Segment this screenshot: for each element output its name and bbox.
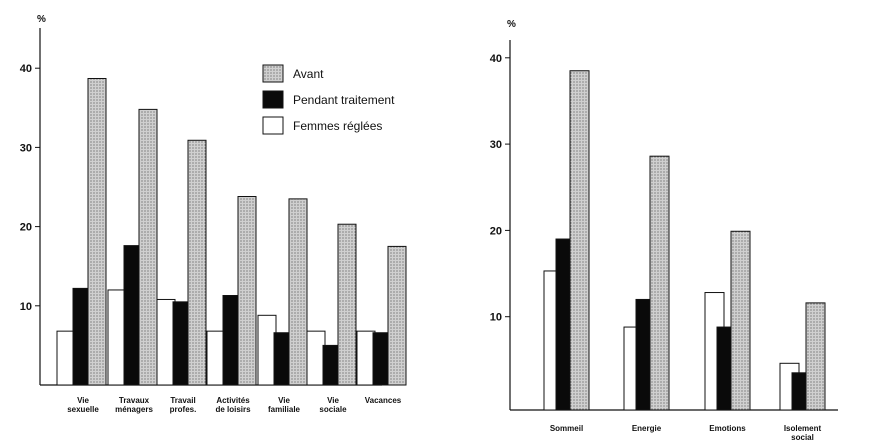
category-label: Vie familiale [268,396,301,414]
y-tick-label: 10 [20,301,32,313]
bar-avant [730,230,751,411]
bar-avant [337,223,357,386]
y-tick-label: 40 [490,53,502,65]
category-label: Isolement social [784,424,822,440]
y-unit-label: % [507,19,516,30]
legend-label-pendant: Pendant traitement [293,93,395,107]
bar-reglees [306,330,326,386]
bar-reglees [156,298,176,386]
category-label: Energie [632,424,662,433]
category-label: Vie sociale [319,396,347,414]
bar-reglees [257,314,277,386]
category-label: Vie sexuelle [67,396,99,414]
category-label: Travaux ménagers [115,396,153,414]
y-tick-label: 30 [20,142,32,154]
bar-reglees [107,289,127,386]
y-tick-label: 10 [490,312,502,324]
legend-swatch-reglees [262,116,284,135]
y-unit-label: % [37,14,46,25]
chart-left: % 10 20 30 40 Vie sexuelle Travaux ménagers Trava… [20,14,407,414]
y-tick-label: 30 [490,139,502,151]
bar-avant [805,302,826,411]
bar-avant [237,196,257,386]
bar-avant [288,198,308,386]
bar-reglees [56,330,76,386]
legend-label-reglees: Femmes réglées [293,119,382,133]
y-tick-label: 40 [20,63,32,75]
category-label: Activités de loisirs [215,396,251,414]
bar-avant [138,108,158,386]
category-label: Travail profes. [170,396,197,414]
bar-reglees [206,330,226,386]
y-tick-label: 20 [20,222,32,234]
bar-reglees [356,330,376,386]
bar-avant [569,70,590,411]
y-tick-label: 20 [490,225,502,237]
legend-swatch-pendant [262,90,284,109]
bar-avant [649,155,670,411]
category-label: Vacances [365,396,402,405]
category-label: Sommeil [550,424,583,433]
legend-label-avant: Avant [293,67,324,81]
bar-avant [387,245,407,386]
chart-right: % 10 20 30 40 Sommeil Energie Emotions Isolement… [490,19,838,440]
bar-avant [87,77,107,386]
bar-avant [187,139,207,386]
legend-swatch-avant [262,64,284,83]
category-label: Emotions [709,424,746,433]
